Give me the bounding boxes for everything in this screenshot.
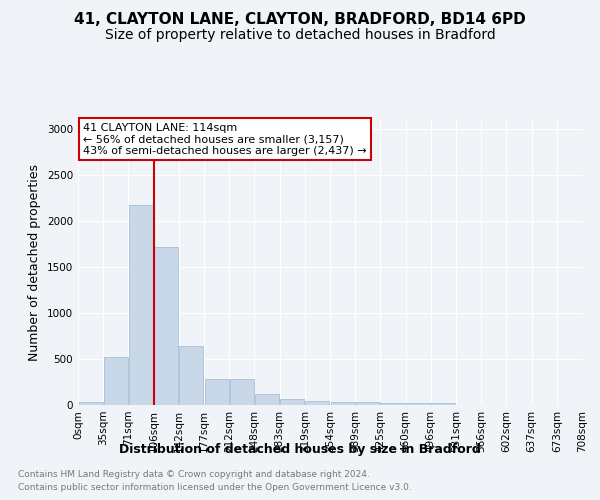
Bar [154, 247, 178, 405]
Bar [331, 402, 355, 405]
Text: Contains public sector information licensed under the Open Government Licence v3: Contains public sector information licen… [18, 482, 412, 492]
Bar [305, 402, 329, 405]
Bar [205, 379, 229, 405]
Bar [381, 402, 405, 405]
Text: 41, CLAYTON LANE, CLAYTON, BRADFORD, BD14 6PD: 41, CLAYTON LANE, CLAYTON, BRADFORD, BD1… [74, 12, 526, 28]
Bar [280, 398, 304, 405]
Bar [179, 346, 203, 405]
Bar [230, 379, 254, 405]
Text: Contains HM Land Registry data © Crown copyright and database right 2024.: Contains HM Land Registry data © Crown c… [18, 470, 370, 479]
Bar [356, 402, 380, 405]
Bar [255, 394, 279, 405]
Text: 41 CLAYTON LANE: 114sqm
← 56% of detached houses are smaller (3,157)
43% of semi: 41 CLAYTON LANE: 114sqm ← 56% of detache… [83, 123, 367, 156]
Text: Distribution of detached houses by size in Bradford: Distribution of detached houses by size … [119, 442, 481, 456]
Bar [129, 204, 153, 405]
Bar [79, 402, 103, 405]
Bar [104, 357, 128, 405]
Text: Size of property relative to detached houses in Bradford: Size of property relative to detached ho… [104, 28, 496, 42]
Y-axis label: Number of detached properties: Number of detached properties [28, 164, 41, 361]
Bar [431, 403, 455, 405]
Bar [406, 403, 430, 405]
